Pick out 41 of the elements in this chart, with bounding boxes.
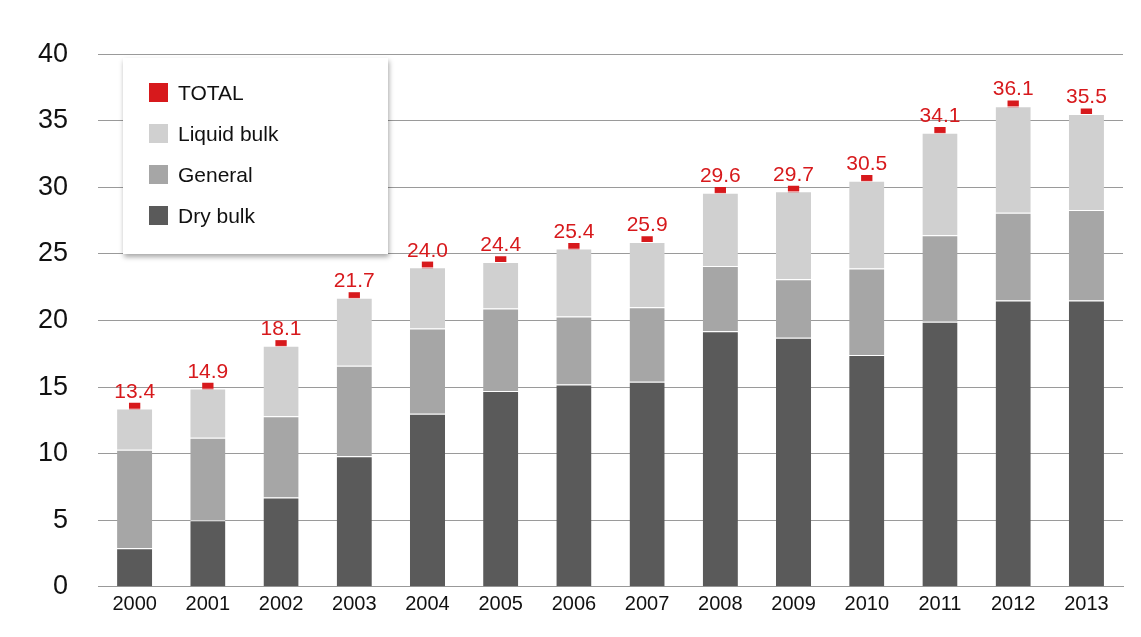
data-label: 18.1: [260, 316, 302, 340]
x-tick-label: 2010: [844, 592, 890, 615]
x-tick-label: 2004: [405, 592, 450, 615]
y-tick-label: 40: [37, 37, 69, 68]
x-tick-label: 2007: [624, 592, 670, 615]
data-label: 24.0: [407, 237, 448, 261]
data-label: 34.1: [919, 103, 961, 127]
y-tick-label: 25: [37, 237, 69, 268]
data-label: 30.5: [846, 150, 888, 174]
y-tick-label: 20: [37, 303, 69, 334]
y-tick-label: 0: [53, 570, 69, 601]
x-tick-label: 2005: [478, 592, 523, 615]
y-tick-label: 10: [37, 437, 69, 468]
x-tick-label: 2001: [185, 592, 231, 615]
y-tick-label: 15: [37, 370, 69, 401]
legend-label: Dry bulk: [178, 203, 256, 228]
x-tick-label: 2002: [258, 592, 304, 615]
x-tick-label: 2008: [698, 592, 743, 615]
data-label: 36.1: [992, 76, 1034, 100]
data-label: 24.4: [480, 232, 522, 256]
data-label: 14.9: [187, 358, 229, 382]
data-label: 29.7: [773, 161, 814, 185]
x-tick-label: 2011: [918, 592, 962, 615]
y-tick-label: 35: [37, 104, 69, 135]
legend-label: TOTAL: [178, 80, 244, 105]
legend-label: Liquid bulk: [178, 121, 279, 146]
x-tick-label: 2012: [990, 592, 1036, 615]
x-tick-label: 2006: [551, 592, 597, 615]
data-label: 13.4: [114, 378, 156, 402]
data-label: 21.7: [333, 268, 375, 292]
y-tick-label: 5: [53, 503, 69, 534]
x-tick-label: 2003: [332, 592, 377, 615]
data-label: 25.9: [626, 212, 668, 236]
data-label: 29.6: [699, 162, 741, 186]
y-tick-label: 30: [37, 170, 69, 201]
data-label: 25.4: [553, 218, 595, 242]
data-label: 35.5: [1065, 84, 1107, 108]
x-tick-label: 2013: [1064, 592, 1109, 615]
x-tick-label: 2009: [771, 592, 816, 615]
x-tick-label: 2000: [112, 592, 157, 615]
legend-label: General: [178, 162, 253, 187]
